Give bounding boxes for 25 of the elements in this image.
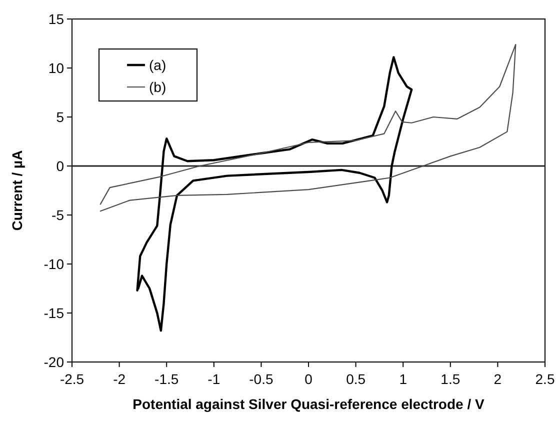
line-series xyxy=(136,56,413,332)
y-tick-label: -20 xyxy=(44,354,64,370)
y-tick-label: 15 xyxy=(48,11,64,27)
x-tick-label: -2 xyxy=(113,371,126,387)
x-tick-label: 2 xyxy=(494,371,502,387)
y-tick-label: 10 xyxy=(48,60,64,76)
y-tick-label: -15 xyxy=(44,305,64,321)
x-axis-title: Potential against Silver Quasi-reference electrode / V xyxy=(132,396,485,412)
x-tick-label: 0.5 xyxy=(346,371,366,387)
legend-label: (a) xyxy=(149,57,166,73)
legend-label: (b) xyxy=(149,79,166,95)
x-tick-label: -1.5 xyxy=(154,371,179,387)
x-tick-label: 2.5 xyxy=(535,371,555,387)
x-tick-label: -1 xyxy=(208,371,220,387)
y-tick-label: 5 xyxy=(56,109,64,125)
x-tick-label: -0.5 xyxy=(249,371,274,387)
y-axis-title: Current / µA xyxy=(9,150,25,231)
y-tick-label: 0 xyxy=(56,158,64,174)
x-tick-label: 0 xyxy=(304,371,313,387)
y-tick-label: -10 xyxy=(44,256,64,272)
x-tick-label: 1 xyxy=(399,371,408,387)
line-series xyxy=(100,44,516,212)
x-tick-label: -2.5 xyxy=(60,371,84,387)
y-tick-label: -5 xyxy=(52,207,64,223)
x-tick-label: 1.5 xyxy=(440,371,460,387)
